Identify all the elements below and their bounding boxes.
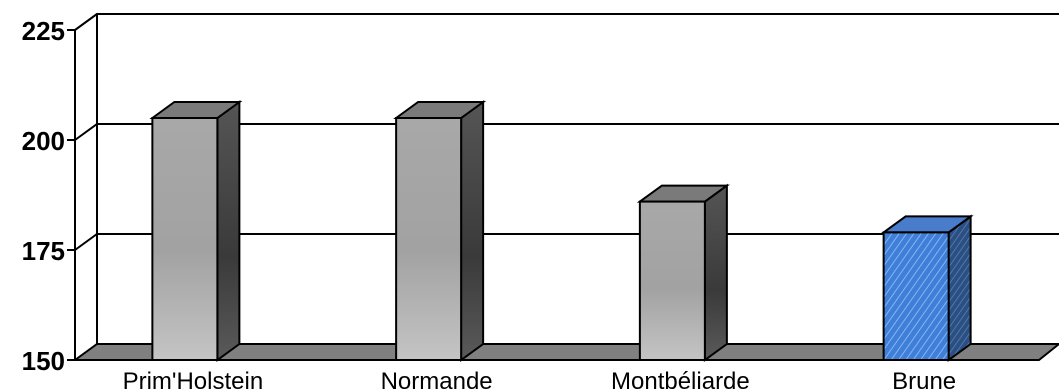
bar-2 (393, 100, 487, 362)
floor-surface (71, 343, 1059, 361)
tick-label-175: 175 (22, 236, 65, 266)
value-axis-labels: 150 175 200 225 (22, 16, 65, 376)
back-wall-top-edge (74, 13, 1059, 31)
gridline-175 (74, 233, 1059, 251)
bar-4 (880, 214, 974, 362)
bar-front (638, 200, 706, 361)
bar-1 (149, 100, 243, 362)
bar-front (882, 231, 950, 361)
bar-side (703, 183, 728, 362)
bar-side (947, 214, 972, 362)
gridline-200 (74, 123, 1059, 141)
bar-front (395, 117, 463, 361)
bar-side (460, 100, 485, 362)
gridlines (74, 13, 1059, 251)
category-label: Montbéliarde (611, 368, 750, 392)
value-axis (67, 29, 76, 361)
bar-front (151, 117, 219, 361)
bars (149, 100, 974, 362)
bar-side (216, 100, 241, 362)
category-label: Normande (381, 368, 493, 392)
chart-floor (71, 343, 1059, 361)
tick-label-225: 225 (22, 16, 65, 46)
tick-label-200: 200 (22, 126, 65, 156)
bar-3 (636, 183, 730, 362)
gridline-225 (74, 13, 1059, 31)
tick-label-150: 150 (22, 346, 65, 376)
category-label: Prim'Holstein (123, 368, 264, 392)
category-label: Brune (892, 368, 956, 392)
category-axis-labels: Prim'Holstein Normande Montbéliarde Brune (123, 368, 957, 392)
